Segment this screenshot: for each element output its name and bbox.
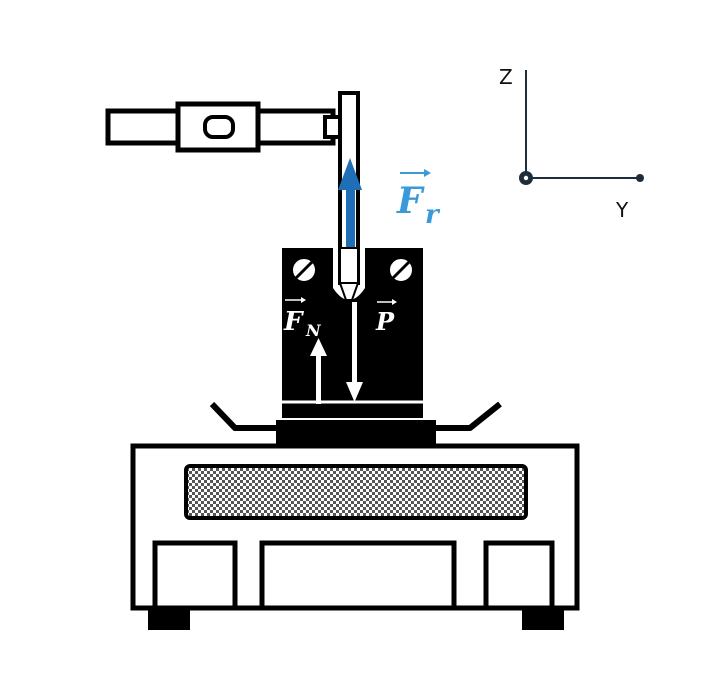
fr-label: F r — [396, 169, 441, 230]
coordinate-axes: Z Y — [499, 65, 644, 222]
balance-pan — [209, 401, 502, 446]
fr-subscript: r — [425, 200, 441, 230]
fr-symbol: F — [396, 180, 425, 222]
z-axis-label: Z — [499, 65, 513, 89]
p-arrow — [346, 302, 363, 402]
fr-arrow — [338, 158, 362, 258]
p-symbol: P — [375, 307, 395, 336]
p-label: P — [375, 299, 397, 336]
support-arm — [105, 101, 343, 153]
fn-label: F N — [283, 297, 322, 340]
fn-subscript: N — [305, 321, 322, 340]
y-axis-end-dot — [636, 174, 644, 182]
screw-right-icon — [388, 257, 414, 283]
screw-left-icon — [291, 257, 317, 283]
y-axis-label: Y — [615, 198, 629, 222]
fn-arrow — [310, 338, 327, 404]
fn-symbol: F — [283, 307, 304, 337]
balance-body — [130, 443, 580, 630]
